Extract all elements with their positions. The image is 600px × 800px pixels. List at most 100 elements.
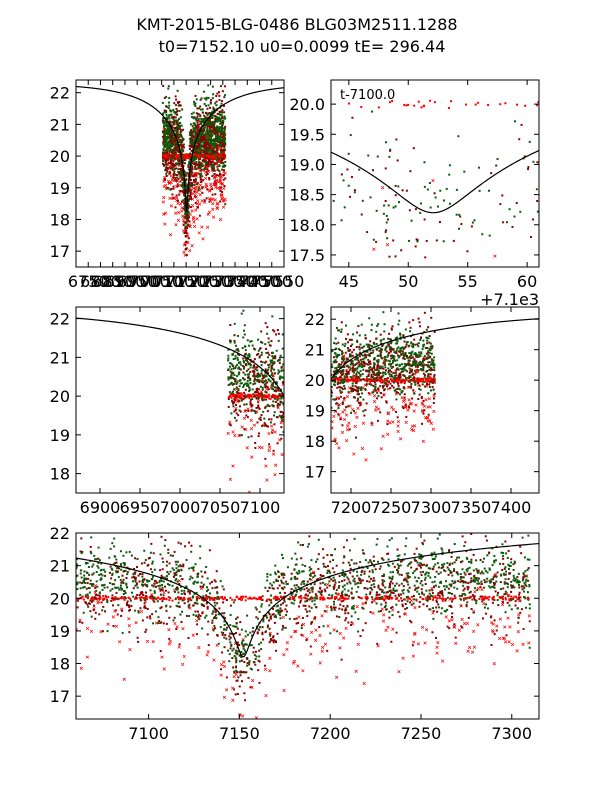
data-point: [407, 405, 410, 408]
data-point: [523, 155, 526, 158]
data-point: [433, 369, 436, 372]
data-point: [196, 141, 199, 144]
data-point: [260, 369, 263, 372]
data-point: [365, 383, 368, 386]
data-point: [233, 322, 236, 325]
data-point: [410, 354, 413, 357]
data-point: [187, 165, 190, 168]
data-point: [373, 358, 376, 361]
data-point: [450, 100, 453, 103]
data-point: [200, 97, 203, 100]
x-tick-label: 6900: [105, 272, 146, 291]
data-point: [213, 125, 216, 128]
data-point: [347, 371, 350, 374]
data-point: [168, 155, 171, 158]
data-point: [234, 397, 237, 400]
data-point: [366, 370, 369, 373]
data-point: [163, 111, 166, 114]
data-point: [212, 146, 215, 149]
data-point: [377, 358, 380, 361]
data-point: [209, 116, 212, 119]
data-point: [399, 375, 402, 378]
data-point: [404, 345, 407, 348]
data-point: [502, 221, 505, 224]
data-point: [180, 148, 183, 151]
data-point: [384, 348, 387, 351]
data-point: [332, 378, 335, 381]
data-point: [178, 128, 181, 131]
data-point: [219, 133, 222, 136]
data-point: [174, 173, 177, 176]
data-point: [360, 323, 363, 326]
data-point: [341, 369, 344, 372]
data-point: [162, 138, 165, 141]
data-point: [426, 356, 429, 359]
data-point: [344, 324, 347, 327]
data-point: [415, 354, 418, 357]
data-point: [185, 178, 188, 181]
data-point: [263, 422, 266, 425]
data-point: [407, 103, 410, 106]
data-point: [376, 397, 379, 400]
data-point: [339, 379, 342, 382]
data-point: [165, 142, 168, 145]
data-point: [209, 142, 212, 145]
data-point: [388, 369, 391, 372]
data-point: [373, 408, 378, 412]
data-point: [413, 378, 416, 381]
data-point: [421, 402, 425, 406]
data-point: [177, 170, 180, 173]
data-point: [219, 154, 222, 157]
data-point: [246, 354, 249, 357]
data-point: [186, 190, 189, 193]
x-tick-label: 7500: [251, 272, 292, 291]
data-point: [222, 135, 225, 138]
data-point: [267, 366, 270, 369]
data-point: [161, 200, 165, 204]
data-point: [166, 132, 169, 135]
data-point: [200, 126, 203, 129]
data-point: [363, 354, 366, 357]
data-point: [405, 189, 408, 192]
data-point: [405, 354, 408, 357]
data-point: [382, 212, 385, 215]
data-point: [247, 436, 250, 439]
data-point: [176, 119, 179, 122]
data-point: [266, 404, 269, 407]
data-point: [184, 248, 187, 251]
data-point: [193, 138, 196, 141]
data-point: [540, 220, 542, 222]
data-point: [175, 196, 179, 200]
data-point: [212, 106, 215, 109]
data-point: [400, 371, 403, 374]
data-point: [394, 359, 397, 362]
data-point: [399, 372, 402, 375]
data-point: [342, 373, 345, 376]
data-point: [433, 101, 436, 104]
data-point: [195, 171, 199, 175]
data-point: [222, 142, 225, 145]
data-point: [236, 358, 239, 361]
data-point: [423, 409, 426, 412]
data-point: [224, 203, 227, 206]
y-tick-label: 17: [305, 463, 325, 482]
data-point: [216, 125, 219, 128]
data-point: [351, 390, 354, 393]
data-point: [245, 359, 248, 362]
data-point: [384, 366, 387, 369]
data-point: [331, 406, 333, 409]
data-point: [162, 121, 165, 124]
data-point: [184, 175, 187, 178]
data-point: [273, 473, 277, 477]
data-point: [418, 351, 421, 354]
data-point: [163, 109, 166, 112]
data-point: [203, 97, 206, 100]
data-point: [192, 186, 196, 190]
data-point: [279, 410, 282, 413]
data-point: [166, 146, 169, 149]
data-point: [410, 386, 413, 389]
data-point: [256, 369, 259, 372]
data-point: [365, 402, 368, 405]
data-point: [331, 386, 333, 389]
data-point: [349, 359, 352, 362]
